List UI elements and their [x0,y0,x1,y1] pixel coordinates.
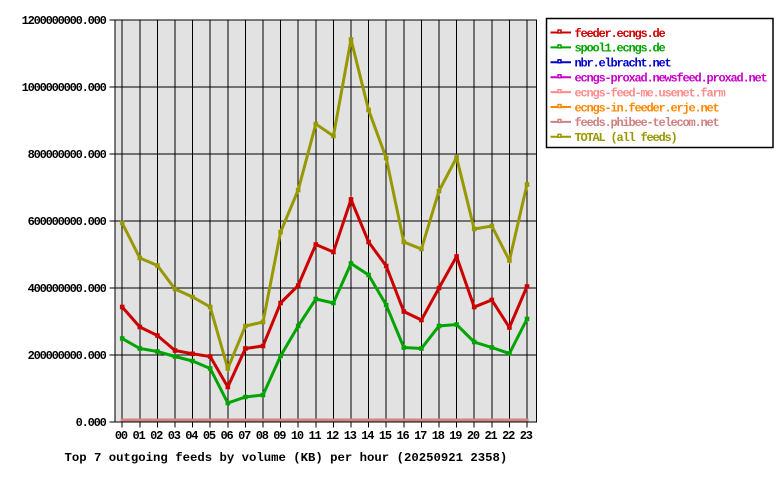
svg-text:0.000: 0.000 [76,416,107,430]
svg-text:00: 00 [115,429,128,443]
svg-text:15: 15 [379,429,392,443]
svg-text:ecngs-proxad.newsfeed.proxad.n: ecngs-proxad.newsfeed.proxad.net [575,72,768,86]
svg-text:ecngs-in.feeder.erje.net: ecngs-in.feeder.erje.net [575,101,720,115]
svg-text:16: 16 [396,429,409,443]
svg-text:ecngs-feed-me.usenet.farm: ecngs-feed-me.usenet.farm [575,86,726,100]
svg-text:200000000.000: 200000000.000 [28,349,107,363]
svg-text:12: 12 [326,429,339,443]
svg-text:feeder.ecngs.de: feeder.ecngs.de [575,27,666,41]
svg-text:02: 02 [150,429,163,443]
svg-text:20: 20 [467,429,480,443]
svg-text:feeds.phibee-telecom.net: feeds.phibee-telecom.net [575,116,720,130]
svg-text:06: 06 [220,429,233,443]
svg-text:21: 21 [484,429,497,443]
svg-text:17: 17 [414,429,427,443]
svg-text:23: 23 [520,429,533,443]
svg-text:13: 13 [344,429,357,443]
svg-text:01: 01 [132,429,145,443]
svg-text:08: 08 [256,429,269,443]
svg-text:TOTAL (all feeds): TOTAL (all feeds) [575,131,677,145]
svg-text:09: 09 [273,429,286,443]
svg-text:04: 04 [185,429,198,443]
svg-text:05: 05 [203,429,216,443]
svg-text:18: 18 [432,429,445,443]
svg-text:14: 14 [361,429,374,443]
svg-text:10: 10 [291,429,304,443]
svg-text:07: 07 [238,429,251,443]
svg-text:800000000.000: 800000000.000 [28,148,107,162]
svg-text:03: 03 [168,429,181,443]
svg-text:nbr.elbracht.net: nbr.elbracht.net [575,57,672,71]
svg-text:600000000.000: 600000000.000 [28,215,107,229]
svg-text:11: 11 [308,429,321,443]
svg-text:1200000000.000: 1200000000.000 [22,14,107,28]
svg-text:spool1.ecngs.de: spool1.ecngs.de [575,42,666,56]
svg-text:1000000000.000: 1000000000.000 [22,81,107,95]
svg-text:Top 7 outgoing feeds by volume: Top 7 outgoing feeds by volume (KB) per … [65,451,508,465]
svg-text:400000000.000: 400000000.000 [28,282,107,296]
svg-text:22: 22 [502,429,515,443]
svg-text:19: 19 [449,429,462,443]
